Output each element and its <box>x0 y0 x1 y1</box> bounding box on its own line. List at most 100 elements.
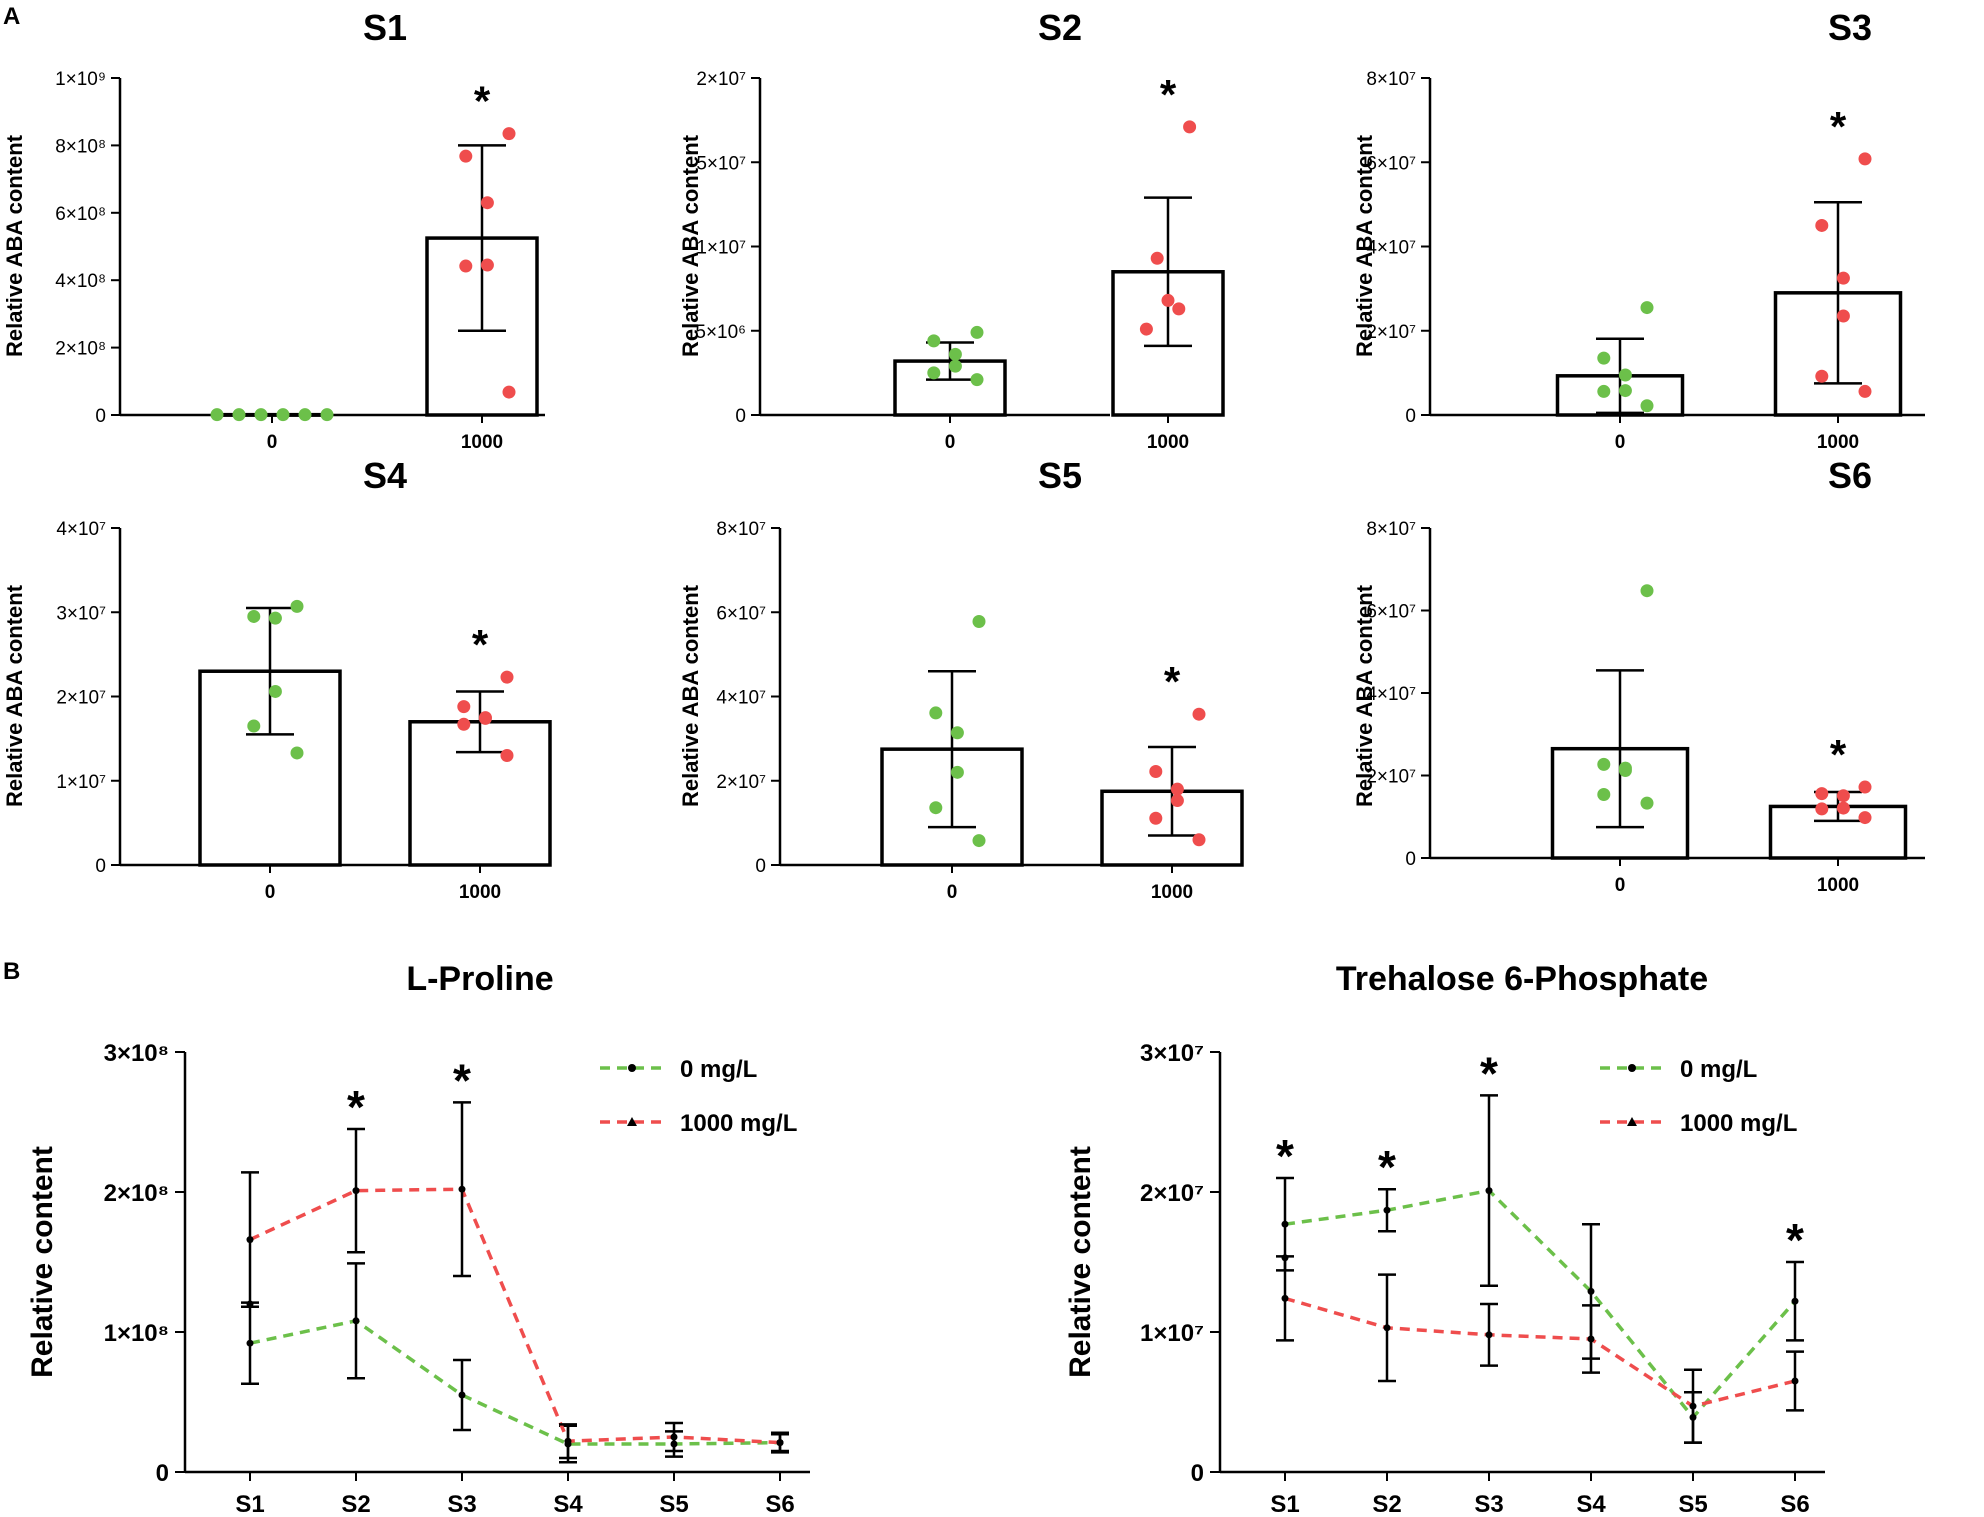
y-tick-label: 6×10⁷ <box>1366 153 1416 174</box>
y-tick-label: 6×10⁷ <box>1366 602 1416 623</box>
significance-star: * <box>472 621 489 668</box>
series-point <box>1281 1294 1289 1302</box>
data-point <box>1170 794 1184 808</box>
data-point <box>1161 293 1175 307</box>
y-tick-label: 0 <box>95 856 106 877</box>
chart-title: S6 <box>1828 455 1872 496</box>
data-point <box>1640 584 1654 598</box>
bar-chart-s4: S4 Relative ABA content 0 1×10⁷ 2×10⁷ 3×10⁷ 4×… <box>2 455 552 903</box>
significance-star: * <box>1164 658 1181 705</box>
y-tick-label: 0 <box>1405 849 1416 870</box>
series-point <box>246 1300 254 1308</box>
data-point <box>276 408 290 422</box>
y-tick-label: 5×10⁶ <box>695 322 746 343</box>
data-point <box>970 373 984 387</box>
data-point <box>1836 801 1850 815</box>
data-point <box>500 670 514 684</box>
data-point <box>1618 368 1632 382</box>
significance-star: * <box>1786 1214 1804 1266</box>
series-point <box>1791 1377 1799 1385</box>
series-line-treated <box>249 1187 781 1445</box>
data-point <box>290 746 304 760</box>
y-tick-label: 2×10⁸ <box>104 1180 169 1207</box>
data-point <box>1815 787 1829 801</box>
legend-label: 0 mg/L <box>680 1056 757 1083</box>
legend-label: 1000 mg/L <box>1680 1110 1797 1137</box>
data-point <box>210 408 224 422</box>
y-tick-label: 2×10⁷ <box>696 69 746 90</box>
data-point <box>970 325 984 339</box>
data-point <box>1836 309 1850 323</box>
x-tick-label: S3 <box>1474 1491 1503 1517</box>
x-tick-label: S6 <box>765 1491 794 1517</box>
y-tick-label: 4×10⁷ <box>716 688 766 709</box>
y-tick-label: 8×10⁷ <box>1366 69 1416 90</box>
y-tick-label: 2×10⁸ <box>55 339 106 360</box>
series-point <box>352 1187 360 1195</box>
y-tick-label: 5×10⁷ <box>696 153 746 174</box>
data-point <box>1640 399 1654 413</box>
chart-title: S4 <box>363 455 407 496</box>
bar-chart-s2: S2 Relative ABA content 0 5×10⁶ 1×10⁷ 5×10⁷ 2×… <box>678 7 1225 453</box>
series-point <box>246 1236 254 1244</box>
data-point <box>247 719 261 733</box>
y-tick-label: 4×10⁷ <box>1366 238 1416 259</box>
data-point <box>1192 707 1206 721</box>
x-tick-label: 1000 <box>459 882 501 903</box>
series-point <box>670 1433 678 1441</box>
data-point <box>457 717 471 731</box>
data-point <box>1836 789 1850 803</box>
series-point <box>1383 1206 1391 1214</box>
data-point <box>929 801 943 815</box>
data-point <box>1597 351 1611 365</box>
x-tick-label: 0 <box>945 432 956 453</box>
y-tick-label: 3×10⁷ <box>1140 1040 1204 1067</box>
data-point <box>1640 301 1654 315</box>
series-point <box>1689 1402 1697 1410</box>
x-tick-label: S1 <box>1270 1491 1299 1517</box>
data-point <box>972 834 986 848</box>
legend-marker <box>627 1117 637 1126</box>
data-point <box>1597 384 1611 398</box>
x-tick-label: 0 <box>1615 875 1626 896</box>
data-point <box>459 149 473 163</box>
y-tick-label: 0 <box>1191 1460 1204 1487</box>
x-tick-label: 0 <box>947 882 958 903</box>
y-tick-label: 8×10⁷ <box>716 519 766 540</box>
data-point <box>1149 764 1163 778</box>
chart-title: S1 <box>363 7 407 48</box>
data-point <box>247 609 261 623</box>
significance-star: * <box>453 1054 471 1106</box>
data-point <box>500 748 514 762</box>
data-point <box>1815 218 1829 232</box>
data-point <box>480 196 494 210</box>
line-chart-lp: L-Proline Relative content 0 1×10⁸ 2×10⁸ 3×10… <box>26 960 810 1517</box>
data-point <box>232 408 246 422</box>
y-axis-label: Relative ABA content <box>2 134 27 357</box>
data-point <box>948 347 962 361</box>
y-tick-label: 1×10⁹ <box>55 69 106 90</box>
y-tick-label: 3×10⁷ <box>56 603 106 624</box>
series-point <box>776 1439 784 1447</box>
bar-chart-s6: S6 Relative ABA content 0 2×10⁷ 4×10⁷ 6×10⁷ 8×… <box>1352 455 1925 896</box>
data-point <box>268 684 282 698</box>
data-point <box>1597 757 1611 771</box>
y-tick-label: 4×10⁷ <box>56 519 106 540</box>
series-line-control <box>249 1318 781 1446</box>
y-tick-label: 2×10⁷ <box>56 688 106 709</box>
data-point <box>929 706 943 720</box>
data-point <box>1170 782 1184 796</box>
data-point <box>1815 369 1829 383</box>
data-point <box>502 385 516 399</box>
significance-star: * <box>1830 731 1847 778</box>
y-tick-label: 0 <box>1405 406 1416 427</box>
y-axis-label: Relative content <box>26 1146 59 1378</box>
chart-title: L-Proline <box>406 960 553 998</box>
x-tick-label: S5 <box>659 1491 688 1517</box>
legend-label: 1000 mg/L <box>680 1110 797 1137</box>
panel-b-label: B <box>3 958 21 985</box>
series-point <box>1383 1324 1391 1332</box>
data-point <box>950 765 964 779</box>
legend-label: 0 mg/L <box>1680 1056 1757 1083</box>
